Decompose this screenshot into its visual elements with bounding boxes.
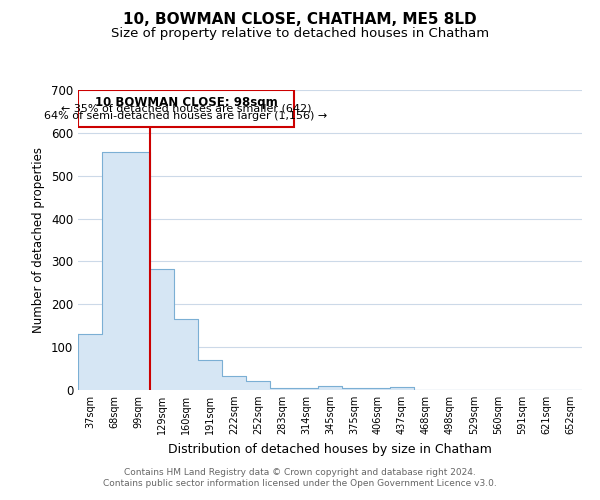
Text: 10 BOWMAN CLOSE: 98sqm: 10 BOWMAN CLOSE: 98sqm [95,96,277,109]
Text: ← 35% of detached houses are smaller (642): ← 35% of detached houses are smaller (64… [61,104,311,114]
Text: 10, BOWMAN CLOSE, CHATHAM, ME5 8LD: 10, BOWMAN CLOSE, CHATHAM, ME5 8LD [123,12,477,28]
Text: Size of property relative to detached houses in Chatham: Size of property relative to detached ho… [111,28,489,40]
Text: 64% of semi-detached houses are larger (1,156) →: 64% of semi-detached houses are larger (… [44,112,328,122]
Bar [78,90,294,128]
Y-axis label: Number of detached properties: Number of detached properties [32,147,46,333]
Text: Contains HM Land Registry data © Crown copyright and database right 2024.
Contai: Contains HM Land Registry data © Crown c… [103,468,497,487]
X-axis label: Distribution of detached houses by size in Chatham: Distribution of detached houses by size … [168,442,492,456]
